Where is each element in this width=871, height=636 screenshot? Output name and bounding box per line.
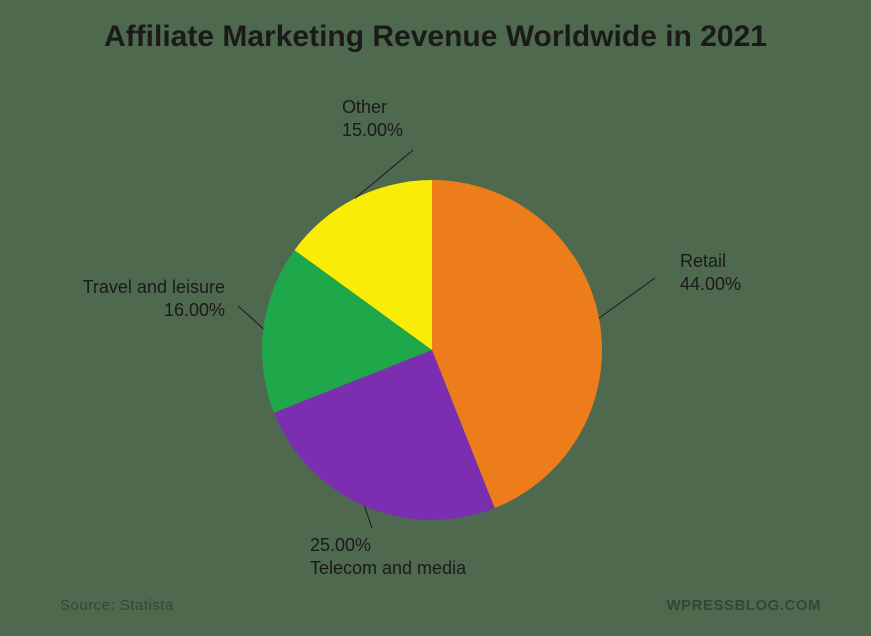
slice-label-percent: 15.00% — [342, 119, 403, 142]
slice-label: 25.00%Telecom and media — [310, 534, 466, 581]
slice-label-name: Retail — [680, 250, 741, 273]
slice-label: Other15.00% — [342, 96, 403, 143]
slice-label-percent: 16.00% — [83, 299, 225, 322]
footer-brand: WPRESSBLOG.COM — [666, 597, 821, 614]
slice-label-name: Travel and leisure — [83, 276, 225, 299]
slice-label-name: Other — [342, 96, 403, 119]
slice-label-percent: 44.00% — [680, 273, 741, 296]
footer-source: Source: Statista — [60, 597, 174, 614]
leader-line — [238, 306, 263, 329]
leader-line — [364, 506, 372, 528]
leader-line — [599, 278, 655, 318]
slice-label-percent: 25.00% — [310, 534, 466, 557]
slice-label-name: Telecom and media — [310, 557, 466, 580]
slice-label: Retail44.00% — [680, 250, 741, 297]
slice-label: Travel and leisure16.00% — [83, 276, 225, 323]
